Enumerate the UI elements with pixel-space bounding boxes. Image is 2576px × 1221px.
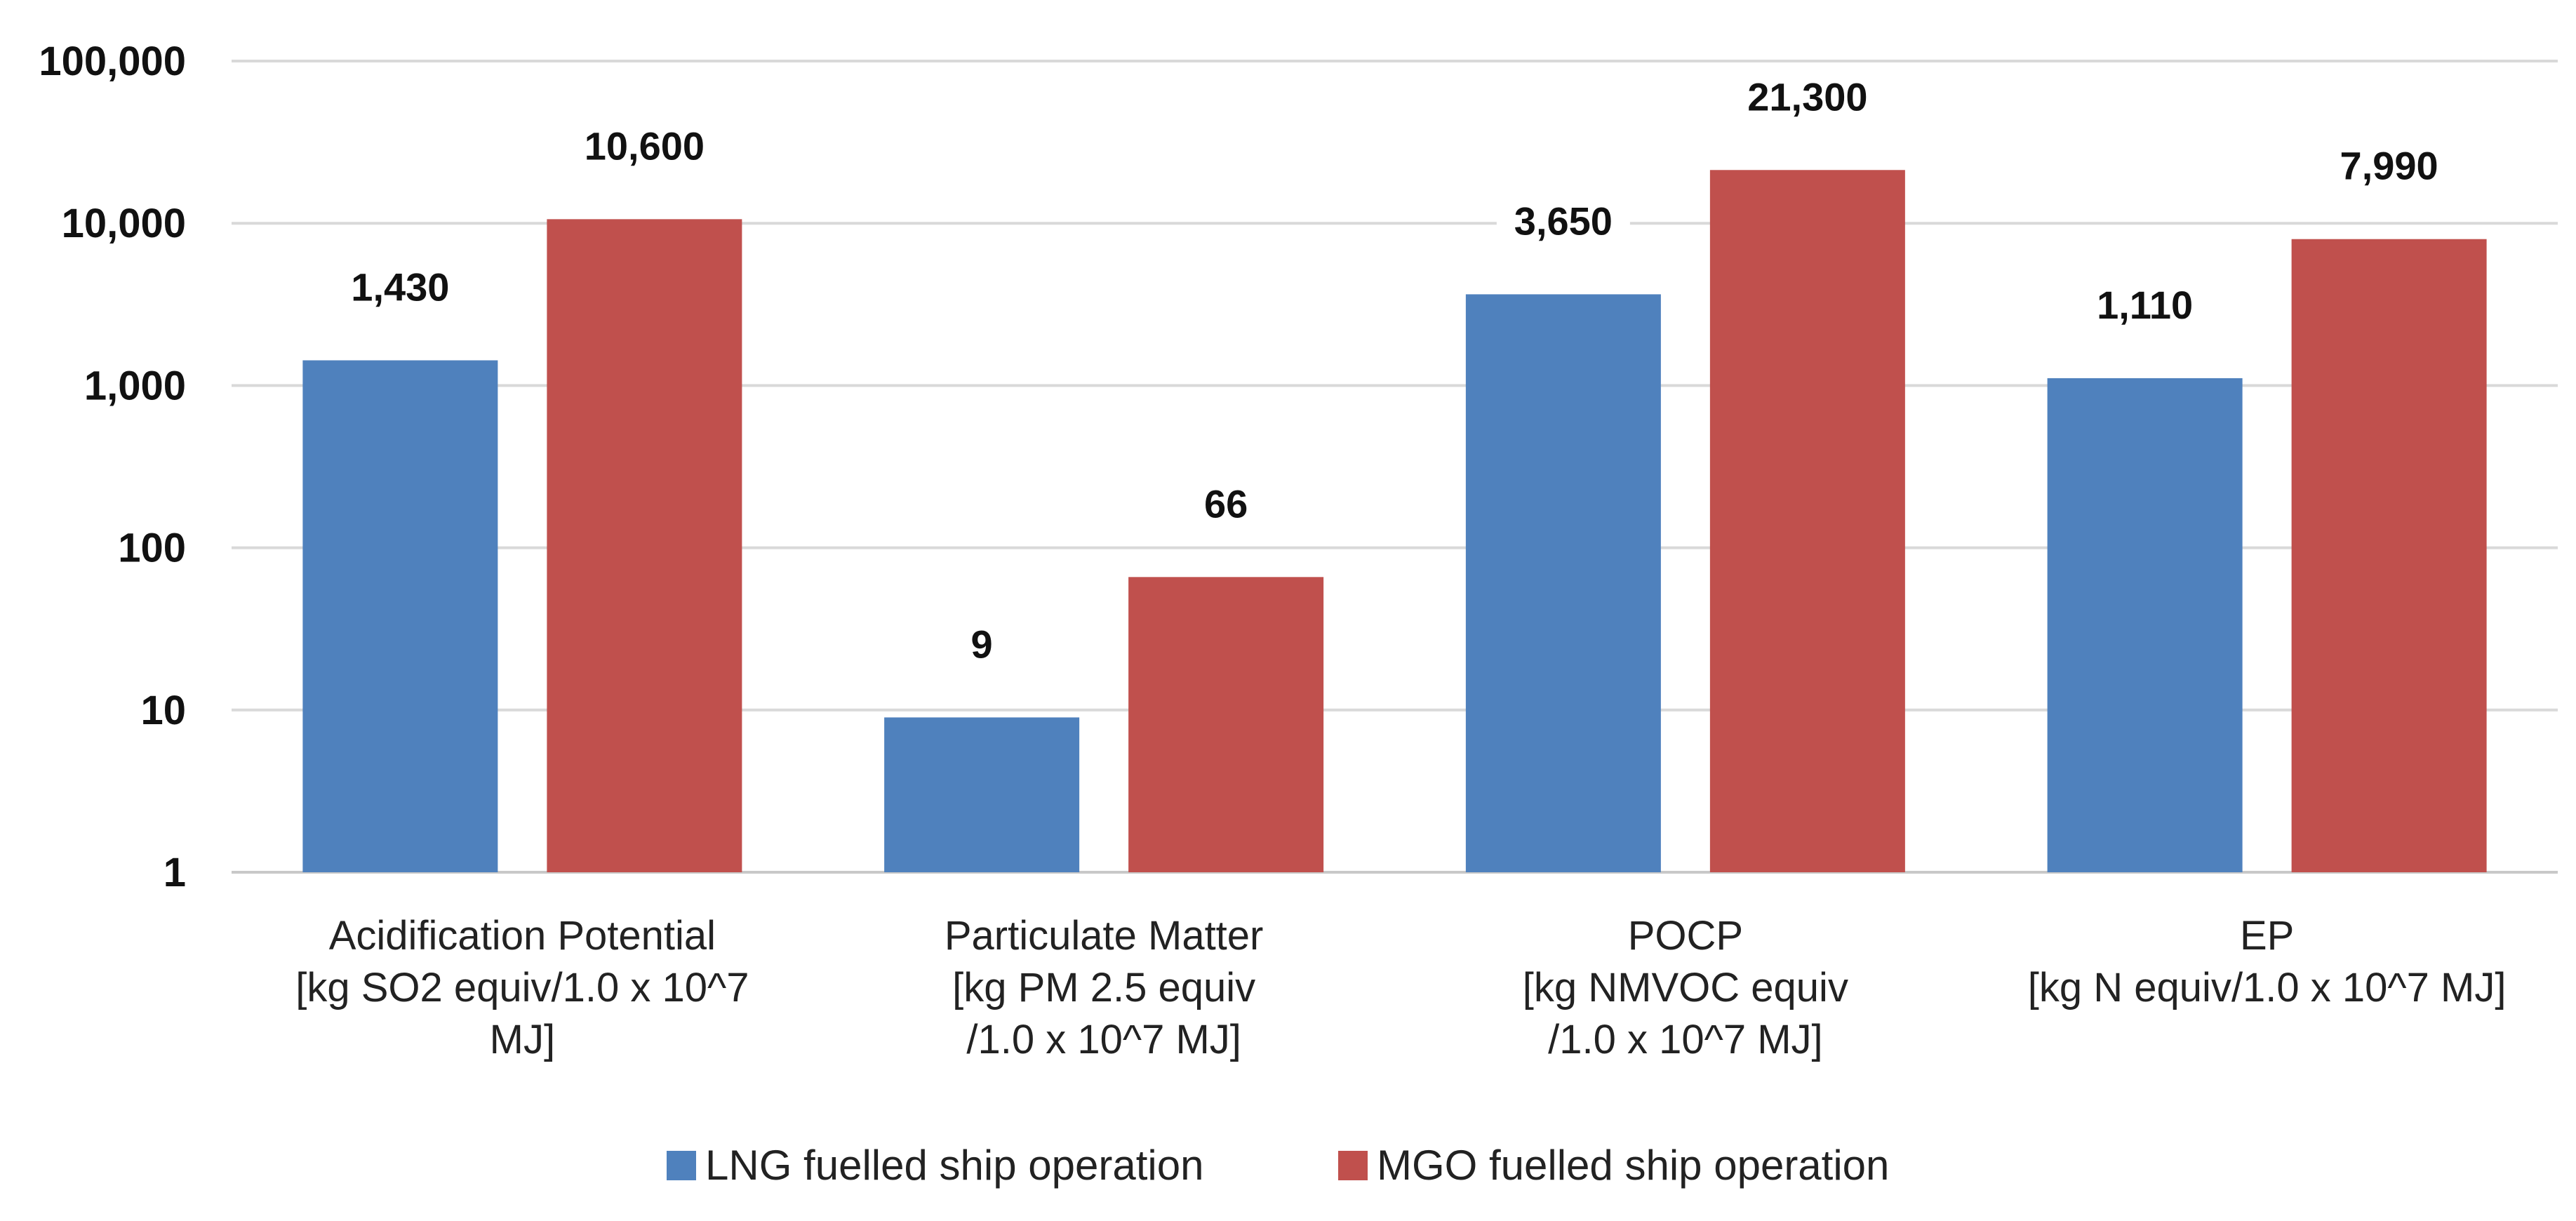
bar-pocp-mgo	[1709, 170, 1905, 873]
data-label-background	[333, 264, 467, 319]
data-label: 21,300	[1747, 74, 1867, 119]
y-axis-tick-labels: 1 10 100 1,000 10,000 100,000	[39, 39, 186, 895]
data-label-background	[1740, 74, 1874, 129]
data-label: 7,990	[2340, 144, 2438, 188]
y-tick-label: 100,000	[39, 39, 186, 84]
bars	[302, 170, 2487, 873]
data-label: 66	[1204, 481, 1248, 526]
data-labels: 1,430 10,600 9 66 3,650 21,300 1,110 7,990	[333, 74, 2456, 676]
data-label-background	[1496, 198, 1630, 253]
data-label: 9	[971, 622, 993, 666]
category-label-acidification: [kg SO2 equiv/1.0 x 10^7	[295, 965, 749, 1010]
category-label-pocp: [kg NMVOC equiv	[1523, 965, 1848, 1010]
data-label: 1,430	[351, 265, 449, 309]
legend-swatch-lng	[667, 1151, 696, 1180]
category-label-particulate: /1.0 x 10^7 MJ]	[966, 1017, 1241, 1062]
data-label: 10,600	[585, 124, 705, 168]
category-label-acidification: Acidification Potential	[329, 913, 716, 959]
category-label-pocp: POCP	[1628, 913, 1743, 959]
bar-ep-lng	[2047, 378, 2243, 872]
y-tick-label: 10,000	[62, 201, 186, 246]
data-label-background	[2322, 142, 2456, 198]
data-label-background	[578, 123, 712, 178]
category-label-ep: EP	[2240, 913, 2294, 959]
bar-acidification-lng	[302, 360, 498, 872]
legend-label-lng: LNG fuelled ship operation	[705, 1142, 1203, 1189]
y-tick-label: 1,000	[84, 363, 186, 408]
bar-ep-mgo	[2291, 239, 2487, 872]
data-label: 3,650	[1514, 199, 1613, 243]
legend-label-mgo: MGO fuelled ship operation	[1377, 1142, 1889, 1189]
category-label-ep: [kg N equiv/1.0 x 10^7 MJ]	[2028, 965, 2507, 1010]
data-label-background	[915, 621, 1049, 676]
legend: LNG fuelled ship operation MGO fuelled sh…	[667, 1142, 1889, 1189]
category-labels: Acidification Potential [kg SO2 equiv/1.0…	[295, 913, 2506, 1062]
bar-acidification-mgo	[547, 219, 742, 873]
y-tick-label: 1	[163, 850, 186, 895]
legend-swatch-mgo	[1338, 1151, 1368, 1180]
data-label-background	[2078, 281, 2212, 337]
bar-particulate-mgo	[1128, 577, 1324, 872]
category-label-pocp: /1.0 x 10^7 MJ]	[1548, 1017, 1823, 1062]
category-label-particulate: Particulate Matter	[945, 913, 1264, 959]
bar-particulate-lng	[884, 717, 1080, 872]
category-label-acidification: MJ]	[490, 1017, 555, 1062]
y-tick-label: 10	[140, 688, 186, 733]
data-label-background	[1159, 481, 1293, 536]
category-label-particulate: [kg PM 2.5 equiv	[952, 965, 1255, 1010]
data-label: 1,110	[2097, 283, 2193, 327]
bar-pocp-lng	[1465, 294, 1661, 872]
y-tick-label: 100	[118, 526, 186, 571]
